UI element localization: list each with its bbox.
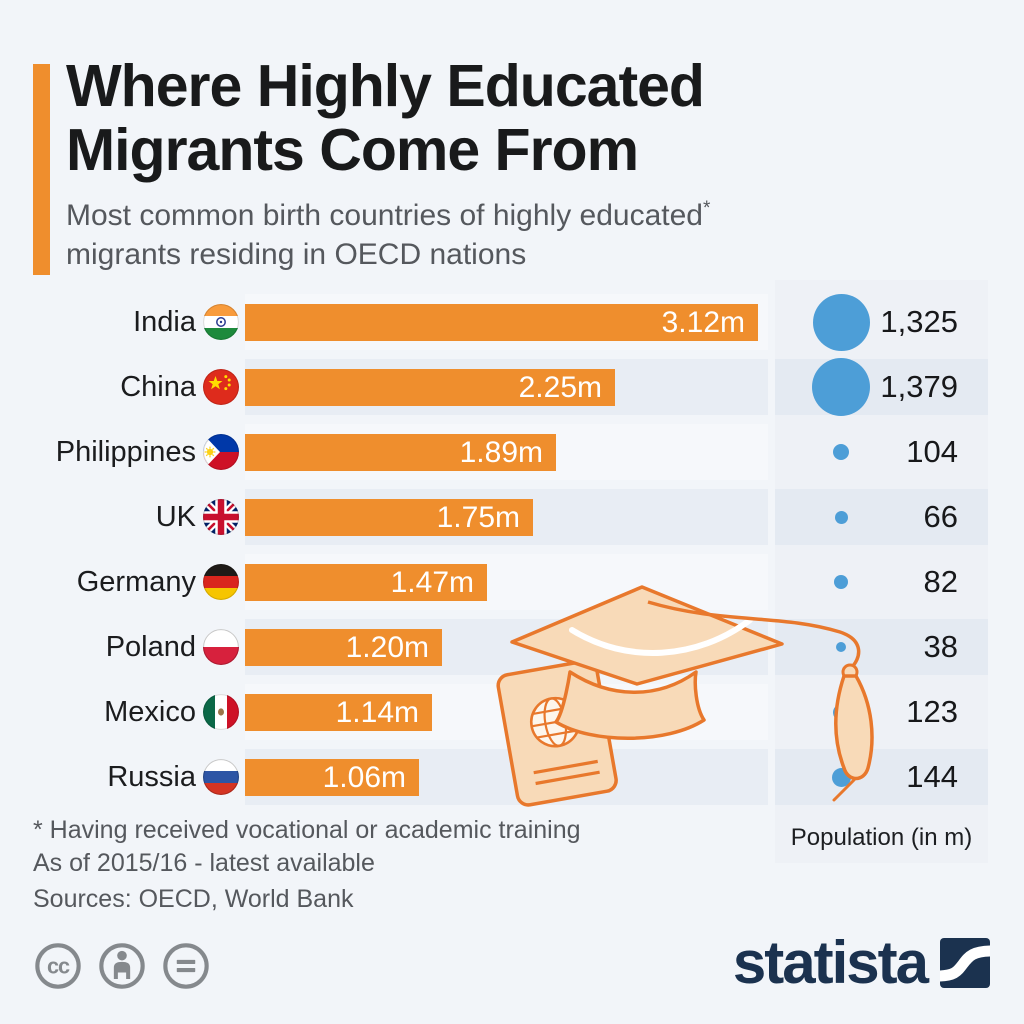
population-row-stripe [775, 619, 988, 675]
bar-value-label: 1.06m [322, 761, 406, 794]
footnote-marker: * [703, 198, 711, 219]
country-label: India [133, 306, 196, 338]
flag-germany-icon [203, 564, 239, 600]
bar-value-label: 3.12m [661, 306, 745, 339]
bar-value-label: 1.14m [335, 696, 419, 729]
flag-poland-icon [203, 629, 239, 665]
flag-mexico-icon [203, 694, 239, 730]
value-bar: 1.75m [245, 499, 533, 536]
flag-china-icon [203, 369, 239, 405]
no-derivatives-icon[interactable] [161, 941, 211, 991]
bar-value-label: 2.25m [518, 371, 602, 404]
chart-row-uk: UK 1.75m 66 [0, 489, 1024, 554]
population-bubble [834, 510, 848, 524]
country-label: Russia [107, 761, 196, 793]
country-label: Germany [76, 566, 196, 598]
population-bubble [834, 575, 848, 589]
country-label: Poland [105, 631, 196, 663]
value-bar: 1.20m [245, 629, 442, 666]
population-bubble [833, 444, 849, 460]
flag-india-icon [203, 304, 239, 340]
bar-value-label: 1.20m [345, 631, 429, 664]
population-value: 123 [906, 694, 958, 729]
graduation-cap-passport-illustration [496, 585, 874, 807]
population-bubble [812, 293, 870, 351]
population-value: 104 [906, 434, 958, 469]
value-bar: 2.25m [245, 369, 615, 406]
subtitle-text: Most common birth countries of highly ed… [66, 199, 703, 232]
population-row-stripe [775, 359, 988, 415]
footnotes: * Having received vocational or academic… [33, 814, 581, 880]
footnote-line-1: * Having received vocational or academic… [33, 816, 581, 844]
bar-value-label: 1.47m [390, 566, 474, 599]
statista-logo[interactable]: statista [733, 928, 990, 997]
value-bar: 1.89m [245, 434, 556, 471]
subtitle-line-1: Most common birth countries of highly ed… [66, 196, 710, 235]
value-bar: 1.14m [245, 694, 432, 731]
country-label: China [120, 371, 196, 403]
population-value: 38 [923, 629, 958, 664]
flag-uk-icon [203, 499, 239, 535]
population-row-stripe [775, 749, 988, 805]
value-bar: 1.06m [245, 759, 419, 796]
chart-row-russia: Russia 1.06m 144 [0, 749, 1024, 814]
statista-logomark-icon [940, 937, 990, 988]
subtitle-line-2: migrants residing in OECD nations [66, 238, 527, 271]
chart-row-poland: Poland 1.20m 38 [0, 619, 1024, 684]
chart-subtitle: Most common birth countries of highly ed… [66, 196, 710, 274]
chart-row-philippines: Philippines 1.89m 104 [0, 424, 1024, 489]
flag-philippines-icon [203, 434, 239, 470]
chart-row-india: India 3.12m 1,325 [0, 293, 1024, 359]
chart-title: Where Highly Educated Migrants Come From [66, 53, 705, 183]
statista-wordmark: statista [732, 929, 929, 996]
population-bubble [836, 642, 846, 652]
chart-row-china: China 2.25m 1,379 [0, 358, 1024, 424]
graduation-cap-icon [510, 585, 874, 802]
value-bar: 1.47m [245, 564, 487, 601]
country-label: UK [155, 501, 196, 533]
footnote-line-2: As of 2015/16 - latest available [33, 849, 375, 877]
license-badges: cc [33, 941, 211, 991]
title-line-1: Where Highly Educated [66, 53, 705, 119]
value-bar: 3.12m [245, 304, 758, 341]
svg-text:cc: cc [47, 954, 70, 979]
population-caption: Population (in m) [790, 824, 973, 851]
population-row-stripe [775, 489, 988, 545]
population-value: 1,379 [880, 369, 958, 404]
population-value: 1,325 [880, 304, 958, 339]
country-label: Mexico [104, 696, 196, 728]
population-bubble [812, 358, 870, 416]
attribution-icon[interactable] [97, 941, 147, 991]
chart-row-germany: Germany 1.47m 82 [0, 554, 1024, 619]
population-value: 66 [923, 499, 958, 534]
flag-russia-icon [203, 759, 239, 795]
title-accent-bar [33, 64, 50, 275]
bar-value-label: 1.75m [436, 501, 520, 534]
sources-line: Sources: OECD, World Bank [33, 885, 354, 913]
country-label: Philippines [55, 436, 196, 468]
cc-icon[interactable]: cc [33, 941, 83, 991]
population-value: 82 [923, 564, 958, 599]
bar-value-label: 1.89m [459, 436, 543, 469]
population-value: 144 [906, 759, 958, 794]
title-line-2: Migrants Come From [66, 117, 639, 183]
